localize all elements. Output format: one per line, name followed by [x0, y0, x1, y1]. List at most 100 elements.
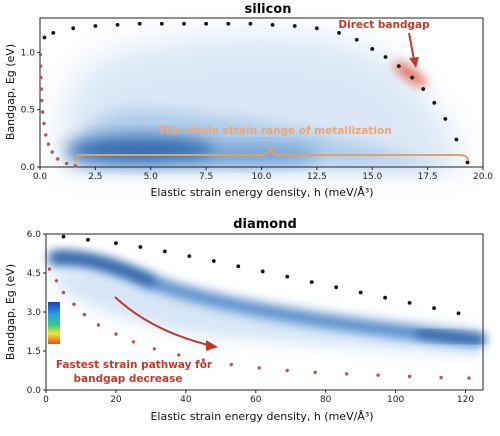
fastest-pathway-label-line1: Fastest strain pathway for: [56, 359, 213, 371]
diamond-x-tick-label: 0: [43, 395, 49, 405]
silicon-series2-point: [42, 121, 46, 126]
silicon-series1-point: [270, 22, 275, 27]
diamond-series2-point: [467, 376, 471, 380]
diamond-series1-point: [309, 280, 314, 284]
diamond-x-tick-label: 80: [320, 395, 332, 405]
diamond-density-band: [48, 250, 485, 355]
silicon-x-tick-label: 5.0: [144, 172, 159, 182]
diamond-series1-point: [260, 269, 265, 274]
diamond-series2-point: [47, 267, 52, 271]
silicon-series2-point: [64, 161, 69, 166]
metallization-label: The whole strain range of metallization: [158, 125, 391, 137]
diamond-series2-point: [72, 302, 76, 306]
diamond-series2-point: [114, 332, 118, 336]
diamond-series2-point: [82, 312, 87, 317]
diamond-series2-point: [177, 353, 181, 357]
diamond-series1-point: [334, 285, 339, 290]
diamond-colorbar: [48, 302, 60, 344]
diamond-series2-point: [376, 373, 380, 377]
silicon-x-tick-label: 20.0: [473, 172, 493, 182]
diamond-series1-point: [285, 274, 290, 279]
silicon-series1-point: [410, 75, 415, 80]
diamond-y-tick-label: 0.0: [27, 386, 42, 396]
diamond-series-layer: [47, 234, 471, 380]
diamond-series1-point: [187, 254, 192, 258]
fastest-pathway-arrow: [114, 296, 209, 346]
diamond-y-tick-label: 3.0: [27, 308, 42, 318]
diamond-series1-point: [162, 249, 167, 254]
silicon-series-layer: [38, 21, 470, 168]
silicon-series1-point: [465, 160, 470, 165]
silicon-series1-point: [182, 21, 186, 26]
silicon-title: silicon: [245, 2, 292, 17]
direct-bandgap-arrow: [408, 32, 415, 61]
silicon-series1-point: [314, 26, 319, 31]
diamond-series2-point: [439, 375, 443, 380]
silicon-series1-point: [383, 55, 388, 59]
diamond-series2-point: [285, 368, 289, 373]
silicon-x-tick-label: 12.5: [307, 172, 327, 182]
fastest-pathway-label-line2: bandgap decrease: [74, 373, 183, 385]
diamond-series1-point: [211, 259, 216, 263]
silicon-series2-point: [38, 52, 43, 57]
silicon-x-tick-label: 2.5: [88, 172, 102, 182]
diamond-series1-point: [138, 245, 143, 249]
silicon-series1-point: [137, 21, 142, 26]
diamond-series1-point: [236, 264, 241, 269]
diamond-x-tick-label: 100: [387, 395, 404, 405]
diamond-y-tick-label: 4.5: [27, 269, 41, 279]
diamond-series2-point: [61, 290, 66, 295]
silicon-series2-point: [44, 133, 48, 137]
silicon-series2-point: [39, 75, 43, 80]
diamond-x-tick-label: 60: [250, 395, 262, 405]
silicon-x-tick-label: 15.0: [362, 172, 382, 182]
silicon-series1-point: [115, 22, 120, 27]
diamond-series2-point: [407, 374, 412, 379]
silicon-x-tick-label: 0.0: [33, 172, 48, 182]
diamond-series1-point: [61, 234, 66, 239]
diamond-series2-point: [257, 366, 261, 370]
silicon-series2-point: [46, 142, 51, 146]
silicon-series1-point: [337, 31, 341, 35]
silicon-series1-point: [226, 21, 231, 26]
silicon-x-tick-label: 17.5: [418, 172, 438, 182]
diamond-series2-point: [96, 323, 101, 327]
silicon-series1-point: [93, 24, 98, 28]
silicon-series2-point: [73, 164, 78, 168]
silicon-series1-point: [354, 37, 359, 42]
silicon-series2-point: [50, 150, 54, 154]
metallization-brace: [74, 145, 469, 162]
diamond-series1-point: [383, 295, 388, 300]
silicon-series1-point: [454, 137, 459, 142]
silicon-series1-point: [432, 100, 437, 105]
diamond-series2-point: [54, 279, 59, 283]
direct-bandgap-arrowhead: [409, 57, 419, 68]
fastest-pathway-arrowhead: [206, 340, 218, 351]
diamond-series1-point: [432, 306, 436, 310]
diamond-series1-point: [358, 290, 363, 295]
silicon-series1-point: [421, 87, 426, 91]
diamond-x-axis-label: Elastic strain energy density, h (meV/Å³…: [150, 410, 373, 423]
diamond-series2-point: [201, 358, 206, 362]
silicon-series2-point: [56, 157, 60, 161]
silicon-series1-point: [71, 26, 76, 31]
diamond-series2-point: [344, 372, 349, 376]
diamond-series1-point: [456, 311, 461, 316]
silicon-series2-point: [40, 110, 45, 114]
diamond-series1-point: [407, 301, 412, 305]
diamond-series2-point: [131, 340, 136, 344]
silicon-ticks-layer: 0.0 2.5 5.0 7.5 10.0 12.5 15.0 17.5 20.0 0.0 0.5 1.…: [21, 48, 494, 182]
silicon-density-cloud: [59, 34, 471, 168]
silicon-series2-point: [40, 98, 44, 103]
silicon-series1-point: [370, 47, 375, 51]
silicon-y-tick-label: 0.5: [21, 106, 35, 116]
direct-bandgap-label: Direct bandgap: [338, 19, 430, 31]
silicon-panel: silicon 0.0 2.5 5.0 7.5 10.0 12.5 15.0 17.5 20.0…: [4, 2, 493, 199]
diamond-x-tick-label: 40: [180, 395, 192, 405]
diamond-x-tick-label: 120: [457, 395, 474, 405]
silicon-y-tick-label: 0.0: [21, 163, 36, 173]
diamond-y-tick-label: 6.0: [27, 230, 42, 240]
silicon-y-axis-label: Bandgap, Eg (eV): [4, 44, 17, 140]
diamond-series2-point: [313, 370, 317, 375]
